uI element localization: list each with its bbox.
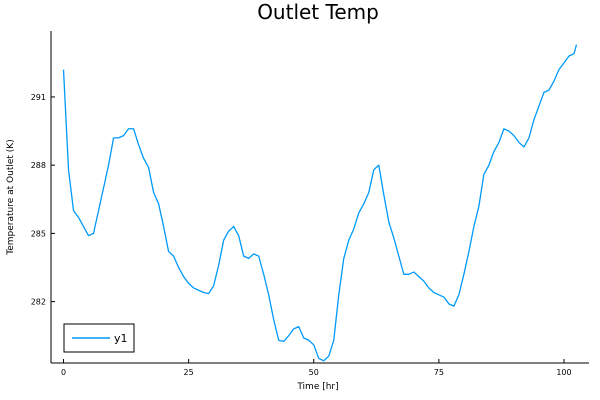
y-tick-label: 291 [31, 93, 46, 102]
y-tick-label: 282 [31, 298, 46, 307]
legend: y1 [63, 323, 135, 353]
x-tick-label: 0 [61, 368, 66, 377]
x-axis-label: Time [hr] [296, 382, 338, 392]
chart-title: Outlet Temp [257, 0, 379, 24]
series-layer [62, 44, 578, 362]
y-ticks: 282 285 288 291 [31, 93, 55, 307]
y-tick-label: 285 [31, 229, 46, 238]
x-tick-label: 25 [184, 368, 194, 377]
x-tick-label: 100 [556, 368, 571, 377]
x-tick-label: 75 [434, 368, 444, 377]
legend-label-y1: y1 [114, 332, 128, 345]
axes [50, 31, 589, 364]
x-tick-label: 50 [309, 368, 319, 377]
y-axis-label: Temperature at Outlet (K) [6, 139, 16, 255]
y-tick-label: 288 [31, 161, 46, 170]
series-line-y1 [62, 44, 578, 362]
x-ticks: 0 25 50 75 100 [61, 359, 572, 377]
